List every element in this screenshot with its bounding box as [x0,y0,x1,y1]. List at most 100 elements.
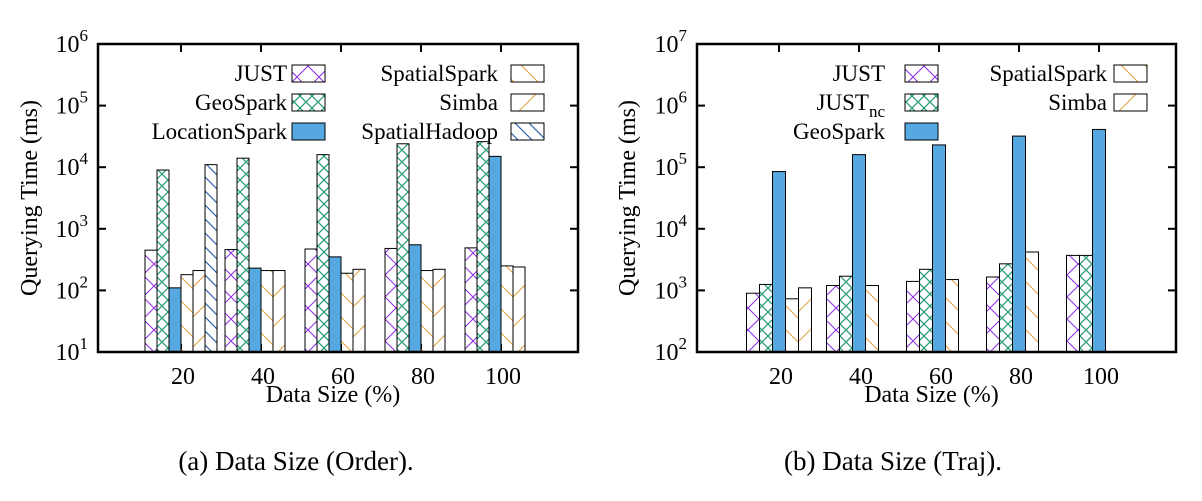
y-tick-exponent: 6 [679,88,688,107]
y-tick-exponent: 4 [679,211,688,230]
legend-label-name: Simba [1048,90,1107,115]
legend-swatch [904,122,939,141]
bar-just-nc [839,275,853,353]
y-axis-title: Querying Time (ms) [17,100,43,296]
bar-simba [192,270,206,353]
y-tick-label: 106 [56,26,89,58]
y-tick-label: 104 [655,211,688,243]
bar-geospark [396,143,410,353]
legend-label: GeoSpark [195,90,287,115]
bar-geospark [772,171,786,353]
bar-just-nc [1079,254,1093,353]
legend-swatch [291,64,326,83]
plot-frame [695,42,1178,354]
y-tick-label: 105 [655,149,688,181]
x-tick-label: 80 [1009,364,1033,390]
y-tick-base: 10 [56,340,80,366]
bar-locationspark [168,287,182,353]
x-tick-label: 40 [251,364,275,390]
legend-label: SpatialSpark [989,61,1107,86]
bar-spatialspark [785,298,799,353]
bar-simba [432,268,446,353]
y-tick-label: 103 [56,211,89,243]
bar-spatialspark [1025,251,1039,353]
y-axis-title: Querying Time (ms) [615,100,641,296]
x-tick-label: 60 [331,364,355,390]
bar-spatialspark [420,270,434,353]
legend-label-subscript: nc [869,102,886,121]
y-tick-label: 106 [655,88,688,120]
y-tick-exponent: 2 [679,334,688,353]
bar-just [986,276,1000,353]
x-tick-label: 100 [1083,364,1119,390]
legend-label: GeoSpark [793,119,885,144]
bar-locationspark [488,155,502,353]
legend-label-name: JUST [235,61,287,86]
bar-just [224,249,238,353]
x-axis-title: Data Size (%) [266,382,401,408]
y-tick-base: 10 [56,94,80,120]
bar-locationspark [328,256,342,353]
bar-simba [798,287,812,353]
bar-just [1066,254,1080,353]
bar-just [746,292,760,353]
legend-label: SpatialHadoop [361,119,498,144]
x-tick-label: 80 [411,364,435,390]
legend-label-name: JUST [833,61,885,86]
x-tick-label: 40 [849,364,873,390]
y-tick-base: 10 [56,278,80,304]
legend-swatch [291,93,326,112]
y-tick-base: 10 [655,32,679,58]
plot-frame [96,42,580,354]
y-tick-label: 105 [56,88,89,120]
bar-geospark [1092,128,1106,353]
legend-label: JUST [235,61,287,86]
x-axis-title: Data Size (%) [864,382,999,408]
legend-label-name: GeoSpark [195,90,287,115]
y-tick-exponent: 6 [80,26,89,45]
bar-just-nc [999,263,1013,353]
y-tick-base: 10 [655,340,679,366]
y-tick-label: 103 [655,272,688,304]
bar-geospark [852,154,866,353]
legend-label-name: GeoSpark [793,119,885,144]
y-tick-label: 104 [56,149,89,181]
bar-spatialspark [340,272,354,353]
bar-geospark [1012,135,1026,353]
x-tick-label: 100 [485,364,521,390]
bar-locationspark [408,244,422,353]
x-tick-label: 20 [769,364,793,390]
legend-label-name: SpatialSpark [380,61,498,86]
y-tick-label: 101 [56,334,89,366]
bar-just [464,247,478,353]
legend-label-name: LocationSpark [152,119,288,144]
bar-geospark [156,169,170,353]
bar-locationspark [248,267,262,353]
legend-label: LocationSpark [152,119,288,144]
x-tick-label: 60 [929,364,953,390]
caption-traj: (b) Data Size (Traj). [784,446,1002,476]
y-tick-exponent: 2 [80,272,89,291]
bar-just-nc [919,268,933,353]
bar-geospark [236,157,250,353]
legend-swatch [510,122,545,141]
y-tick-exponent: 4 [80,149,89,168]
y-tick-base: 10 [56,155,80,181]
legend-swatch [904,64,939,83]
legend-swatch [904,93,939,112]
y-tick-exponent: 5 [80,88,89,107]
y-tick-exponent: 1 [80,334,89,353]
y-tick-base: 10 [655,278,679,304]
bar-spatialhadoop [204,164,218,353]
bar-spatialspark [865,285,879,353]
legend-label: Simba [439,90,498,115]
bar-spatialspark [500,265,514,353]
bar-spatialspark [260,270,274,353]
legend-swatch [1113,64,1148,83]
bar-just [144,249,158,353]
bar-simba [352,268,366,353]
y-tick-label: 102 [655,334,688,366]
